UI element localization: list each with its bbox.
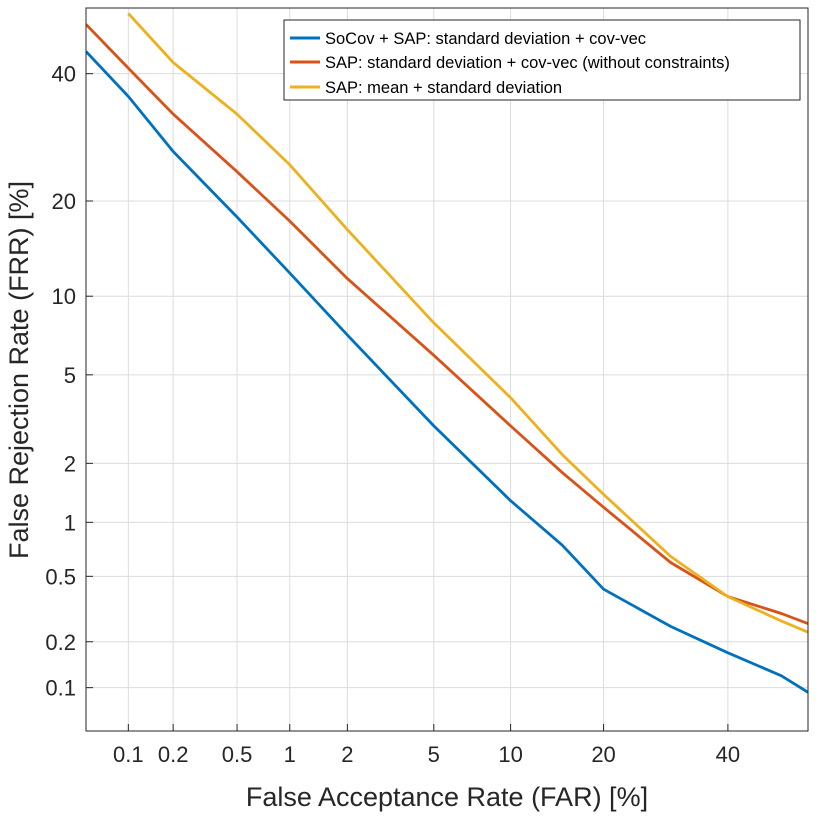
x-tick-label: 40 [716,742,740,767]
y-tick-label: 0.2 [45,630,76,655]
x-tick-label: 0.5 [222,742,253,767]
y-tick-label: 40 [52,62,76,87]
legend-label-sap-mean: SAP: mean + standard deviation [325,79,562,97]
y-tick-label: 0.1 [45,676,76,701]
series-layer [86,12,808,694]
x-tick-label: 5 [428,742,440,767]
x-tick-label: 0.2 [158,742,189,767]
x-tick-label: 20 [591,742,615,767]
y-tick-label: 5 [64,363,76,388]
legend-label-sap-unconstrained: SAP: standard deviation + cov-vec (witho… [325,54,730,72]
series-line-socov [86,50,808,694]
y-tick-label: 2 [64,451,76,476]
series-line-sap-mean [127,12,808,634]
ticks: 0.1 0.2 0.5 1 2 5 10 20 40 0.1 0.2 0.5 1 2 5 10 20 40 [45,62,740,767]
legend-label-socov: SoCov + SAP: standard deviation + cov-ve… [325,30,646,48]
x-tick-label: 1 [284,742,296,767]
legend-box [283,19,801,101]
x-tick-label: 0.1 [113,742,144,767]
y-tick-label: 20 [52,189,76,214]
y-tick-label: 0.5 [45,564,76,589]
x-axis-label: False Acceptance Rate (FAR) [%] [246,782,648,812]
y-axis-label: False Rejection Rate (FRR) [%] [4,181,34,559]
y-tick-label: 1 [64,510,76,535]
legend: SoCov + SAP: standard deviation + cov-ve… [283,19,801,101]
y-tick-label: 10 [52,284,76,309]
x-tick-label: 10 [498,742,522,767]
x-tick-label: 2 [341,742,353,767]
plot-frame [85,7,809,732]
plot-area [86,8,808,731]
